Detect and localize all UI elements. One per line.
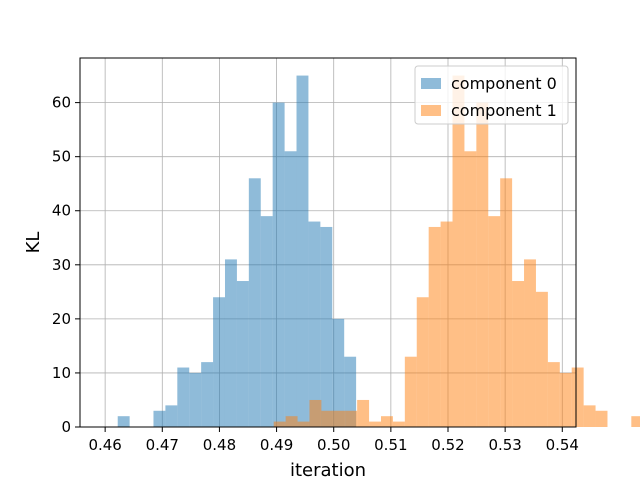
histogram-bar	[369, 421, 381, 427]
histogram-bar	[428, 226, 441, 427]
legend-label: component 0	[451, 74, 557, 93]
histogram-bar	[464, 151, 477, 427]
series-group	[117, 75, 357, 428]
histogram-bar	[285, 416, 298, 427]
histogram-bar	[357, 399, 370, 427]
histogram-bar	[571, 367, 584, 427]
y-tick-label: 10	[52, 364, 71, 382]
histogram-bar	[547, 362, 560, 427]
x-tick-label: 0.48	[203, 436, 236, 454]
x-tick-label: 0.50	[317, 436, 350, 454]
histogram-bar	[392, 421, 405, 427]
histogram-bar	[236, 281, 249, 427]
y-axis-label: KL	[23, 232, 44, 254]
legend-label: component 1	[451, 101, 557, 120]
x-tick-label: 0.51	[374, 436, 407, 454]
histogram-bar	[380, 416, 393, 427]
histogram-bar	[631, 416, 640, 427]
y-tick-label: 0	[61, 418, 71, 436]
histogram-bar	[332, 318, 345, 427]
histogram-bar	[321, 410, 334, 427]
histogram-bar	[117, 416, 130, 427]
histogram-bar	[345, 410, 358, 427]
histogram-bar	[248, 178, 261, 427]
histogram-bar	[284, 151, 297, 427]
x-tick-label: 0.46	[88, 436, 121, 454]
histogram-bar	[153, 410, 166, 427]
series-group	[273, 75, 640, 428]
histogram-bar	[189, 372, 202, 427]
histogram-bar	[524, 259, 536, 427]
axis-ticks: 0.46 0.47 0.48 0.49 0.50 0.51 0.52 0.53 0.54 0 10 2…	[52, 94, 579, 454]
y-tick-label: 40	[52, 202, 71, 220]
histogram-bar	[452, 75, 465, 428]
histogram-bar	[297, 421, 310, 427]
histogram-bar	[296, 75, 309, 428]
histogram-bar	[595, 410, 608, 427]
histogram-bar	[476, 102, 489, 427]
legend-box	[414, 65, 569, 125]
histogram-bar	[344, 356, 357, 427]
legend: component 0 component 1	[414, 65, 569, 125]
x-axis-label: iteration	[290, 460, 366, 480]
histogram-bar	[512, 281, 525, 427]
histogram-bar	[583, 405, 596, 427]
histogram-bar	[535, 291, 548, 427]
histogram-bar	[165, 405, 178, 427]
histogram-bar	[488, 216, 501, 427]
y-tick-label: 60	[52, 94, 71, 112]
x-tick-label: 0.54	[546, 436, 579, 454]
histogram-bar	[309, 399, 322, 427]
histogram-bar	[333, 410, 346, 427]
histogram-bar	[273, 421, 286, 427]
y-tick-label: 20	[52, 310, 71, 328]
histogram-bar	[213, 297, 225, 427]
histogram-bar	[260, 216, 273, 427]
plot-area-frame	[79, 57, 577, 428]
legend-swatch	[421, 78, 441, 89]
histogram-bar	[559, 372, 572, 427]
histogram-bar	[177, 367, 190, 427]
histogram-bar	[440, 221, 453, 427]
histogram-bar	[272, 102, 285, 427]
x-tick-label: 0.49	[260, 436, 293, 454]
histogram-bar	[416, 297, 429, 427]
histogram-bars	[117, 75, 640, 428]
legend-swatch	[421, 105, 441, 116]
x-tick-label: 0.52	[431, 436, 464, 454]
histogram-bar	[201, 362, 214, 427]
histogram-bar	[308, 221, 321, 427]
histogram-bar	[404, 356, 417, 427]
histogram-bar	[224, 259, 237, 427]
y-tick-label: 50	[52, 148, 71, 166]
x-tick-label: 0.53	[488, 436, 521, 454]
histogram-bar	[320, 226, 333, 427]
x-tick-label: 0.47	[146, 436, 179, 454]
histogram-bar	[500, 178, 513, 427]
y-tick-label: 30	[52, 256, 71, 274]
